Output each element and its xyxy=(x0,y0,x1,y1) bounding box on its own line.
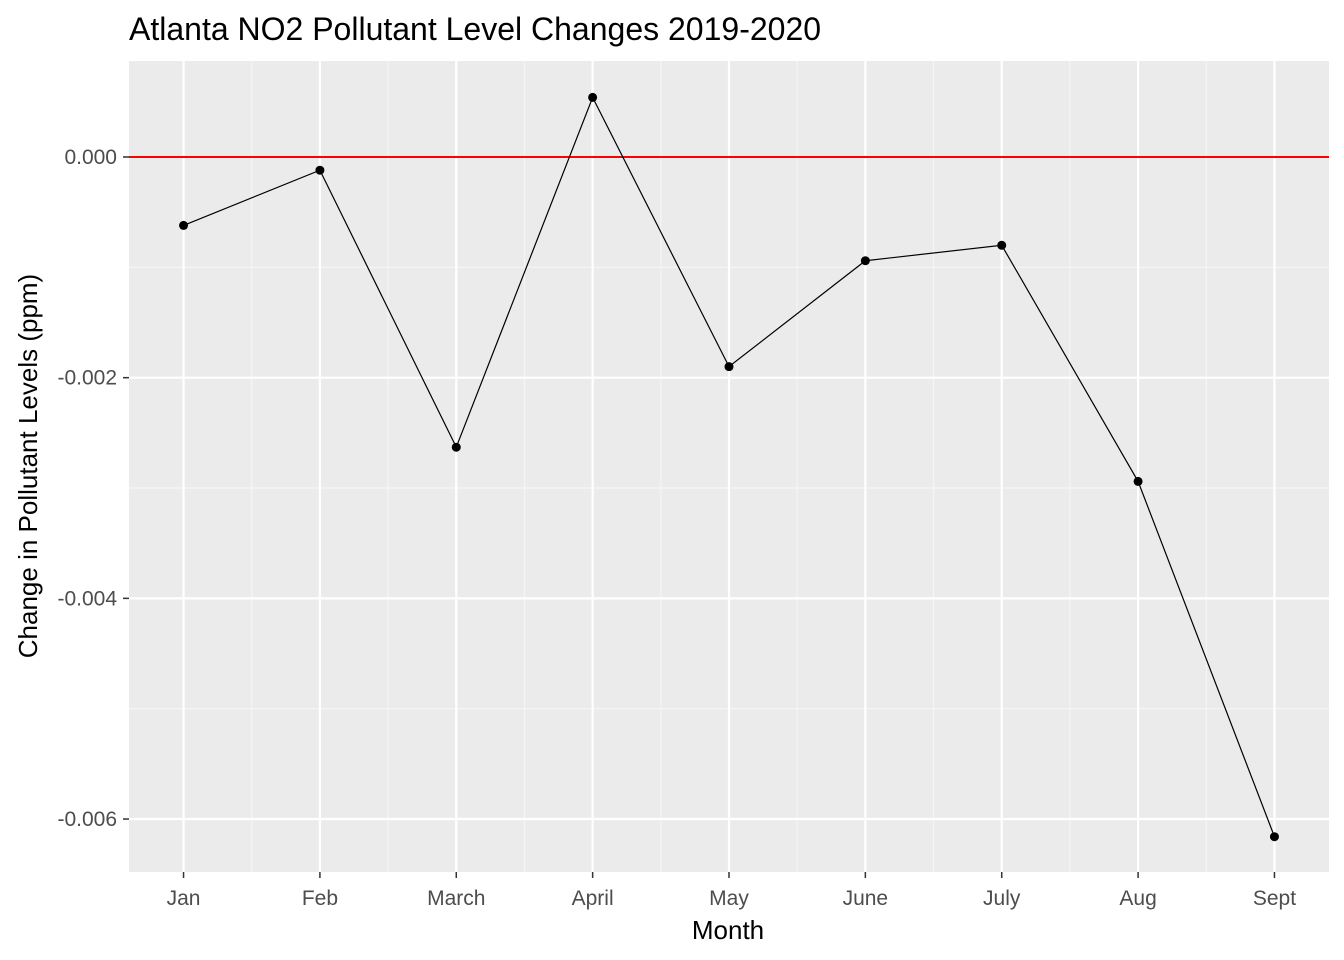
data-point-feb xyxy=(315,165,325,175)
data-point-april xyxy=(588,92,598,102)
y-axis-title: Change in Pollutant Levels (ppm) xyxy=(13,274,43,658)
data-points xyxy=(179,92,1279,842)
y-axis-ticks: 0.000 -0.002 -0.004 -0.006 xyxy=(57,146,129,831)
x-tick-label: Feb xyxy=(302,887,338,910)
y-tick-label: -0.002 xyxy=(57,367,117,390)
chart-title: Atlanta NO2 Pollutant Level Changes 2019… xyxy=(129,11,821,47)
y-tick-label: -0.004 xyxy=(57,587,117,610)
x-tick-label: July xyxy=(983,887,1021,910)
x-tick-label: Jan xyxy=(167,887,201,910)
x-tick-label: March xyxy=(427,887,485,910)
x-tick-label: Aug xyxy=(1119,887,1156,910)
data-point-sept xyxy=(1269,832,1279,842)
data-point-jan xyxy=(179,220,189,230)
data-point-june xyxy=(860,256,870,266)
y-tick-label: -0.006 xyxy=(57,808,117,831)
x-tick-label: May xyxy=(709,887,749,910)
x-tick-label: June xyxy=(843,887,889,910)
x-axis-title: Month xyxy=(692,915,764,945)
y-tick-label: 0.000 xyxy=(64,146,117,169)
data-point-march xyxy=(451,442,461,452)
data-point-july xyxy=(997,240,1007,250)
x-tick-label: Sept xyxy=(1253,887,1296,910)
x-axis-ticks: Jan Feb March April May June July Aug Sept xyxy=(167,872,1296,910)
data-point-may xyxy=(724,362,734,372)
x-tick-label: April xyxy=(572,887,614,910)
data-point-aug xyxy=(1133,476,1143,486)
